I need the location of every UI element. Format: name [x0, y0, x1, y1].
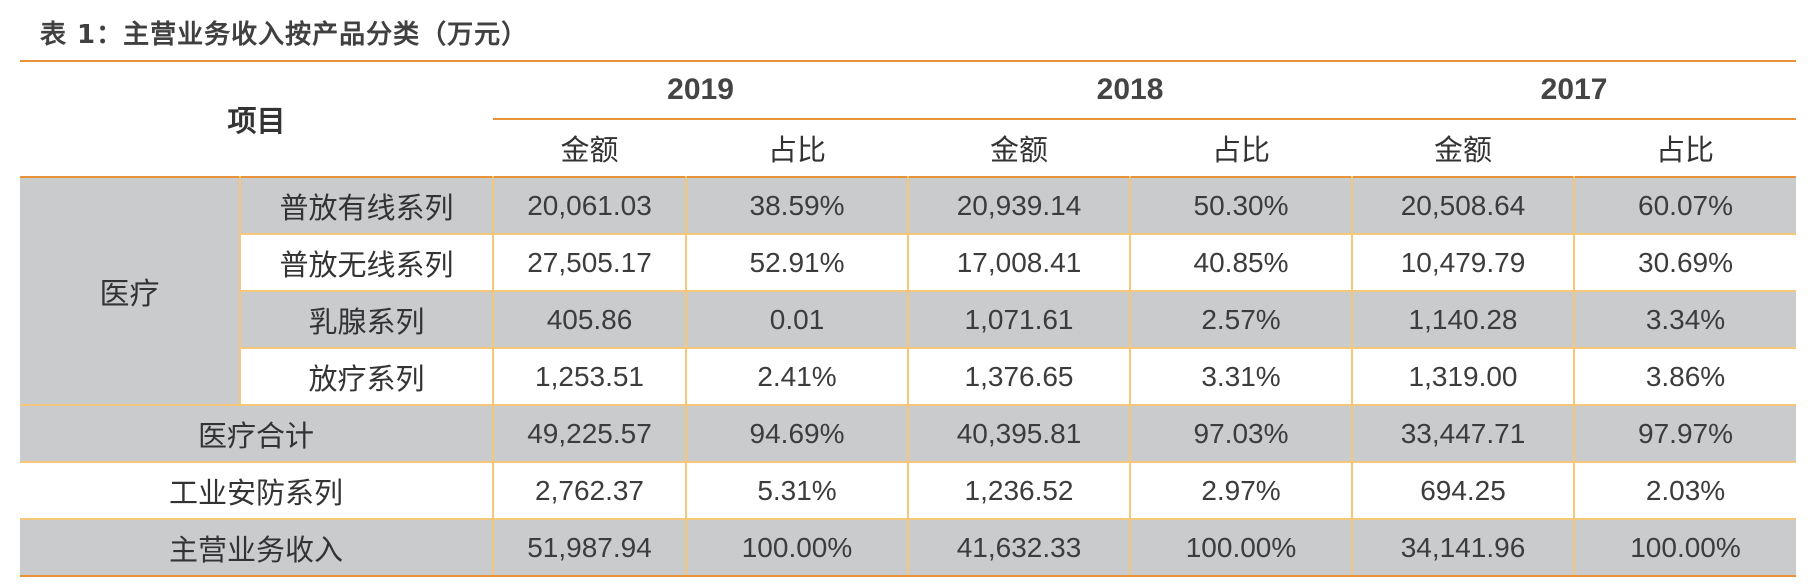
cell-amount-2017: 20,508.64 [1352, 176, 1576, 234]
cell-amount-2019: 2,762.37 [493, 461, 688, 519]
group-label-medical: 医疗 [20, 176, 241, 405]
row-label: 乳腺系列 [240, 290, 495, 348]
table-row: 乳腺系列 405.86 0.01 1,071.61 2.57% 1,140.28… [20, 290, 1797, 348]
row-label-main-revenue: 主营业务收入 [20, 518, 495, 575]
cell-amount-2018: 40,395.81 [908, 404, 1132, 462]
cell-ratio-2019: 2.41% [686, 347, 910, 405]
cell-amount-2017: 33,447.71 [1352, 404, 1576, 462]
table-row: 放疗系列 1,253.51 2.41% 1,376.65 3.31% 1,319… [20, 347, 1797, 405]
header-ratio-2019: 占比 [768, 133, 827, 167]
top-rule [20, 60, 1796, 62]
cell-amount-2018: 1,071.61 [908, 290, 1132, 348]
header-amount-2019: 金额 [560, 133, 619, 167]
cell-ratio-2018: 97.03% [1130, 404, 1354, 462]
header-ratio-2018: 占比 [1212, 133, 1271, 167]
row-label-medical-total: 医疗合计 [20, 404, 495, 462]
cell-amount-2017: 694.25 [1352, 461, 1576, 519]
cell-amount-2019: 405.86 [493, 290, 688, 348]
cell-ratio-2018: 2.97% [1130, 461, 1354, 519]
header-ratio-2017: 占比 [1656, 133, 1715, 167]
header-amount-2018: 金额 [990, 133, 1049, 167]
cell-amount-2019: 51,987.94 [493, 518, 688, 575]
table-row: 普放无线系列 27,505.17 52.91% 17,008.41 40.85%… [20, 233, 1797, 291]
cell-ratio-2017: 60.07% [1574, 176, 1797, 234]
header-amount-2017: 金额 [1434, 133, 1493, 167]
cell-amount-2018: 20,939.14 [908, 176, 1132, 234]
cell-ratio-2017: 2.03% [1574, 461, 1797, 519]
cell-amount-2017: 10,479.79 [1352, 233, 1576, 291]
cell-amount-2018: 41,632.33 [908, 518, 1132, 575]
cell-amount-2019: 20,061.03 [493, 176, 688, 234]
revenue-table: 项目 2019 2018 2017 金额 占比 金额 占比 金额 占比 医疗 普… [20, 62, 1797, 575]
cell-ratio-2019: 5.31% [686, 461, 910, 519]
cell-amount-2019: 1,253.51 [493, 347, 688, 405]
cell-amount-2017: 1,319.00 [1352, 347, 1576, 405]
cell-ratio-2017: 100.00% [1574, 518, 1797, 575]
cell-amount-2019: 49,225.57 [493, 404, 688, 462]
cell-amount-2018: 1,236.52 [908, 461, 1132, 519]
cell-ratio-2019: 100.00% [686, 518, 910, 575]
cell-ratio-2019: 52.91% [686, 233, 910, 291]
table-row: 医疗 普放有线系列 20,061.03 38.59% 20,939.14 50.… [20, 176, 1797, 405]
cell-ratio-2019: 94.69% [686, 404, 910, 462]
header-item: 项目 [227, 104, 286, 138]
bottom-rule [20, 575, 1796, 577]
cell-ratio-2018: 2.57% [1130, 290, 1354, 348]
header-year-2019: 2019 [493, 62, 909, 120]
cell-ratio-2018: 3.31% [1130, 347, 1354, 405]
cell-ratio-2017: 97.97% [1574, 404, 1797, 462]
header-year-2017: 2017 [1352, 62, 1797, 120]
table-row: 主营业务收入 51,987.94 100.00% 41,632.33 100.0… [20, 518, 1797, 575]
table-row: 工业安防系列 2,762.37 5.31% 1,236.52 2.97% 694… [20, 461, 1797, 519]
cell-ratio-2017: 30.69% [1574, 233, 1797, 291]
cell-ratio-2018: 40.85% [1130, 233, 1354, 291]
cell-amount-2019: 27,505.17 [493, 233, 688, 291]
cell-amount-2018: 17,008.41 [908, 233, 1132, 291]
cell-ratio-2017: 3.86% [1574, 347, 1797, 405]
cell-amount-2017: 34,141.96 [1352, 518, 1576, 575]
cell-ratio-2017: 3.34% [1574, 290, 1797, 348]
row-label: 普放无线系列 [240, 233, 495, 291]
table-caption: 表 1：主营业务收入按产品分类（万元） [40, 20, 529, 50]
header-year-2018: 2018 [908, 62, 1353, 120]
cell-ratio-2019: 38.59% [686, 176, 910, 234]
table-row: 医疗合计 49,225.57 94.69% 40,395.81 97.03% 3… [20, 404, 1797, 462]
row-label: 放疗系列 [240, 347, 495, 405]
row-label-industrial: 工业安防系列 [20, 461, 495, 519]
row-label: 普放有线系列 [240, 176, 495, 234]
cell-amount-2018: 1,376.65 [908, 347, 1132, 405]
cell-ratio-2018: 50.30% [1130, 176, 1354, 234]
cell-ratio-2019: 0.01 [686, 290, 910, 348]
cell-ratio-2018: 100.00% [1130, 518, 1354, 575]
cell-amount-2017: 1,140.28 [1352, 290, 1576, 348]
